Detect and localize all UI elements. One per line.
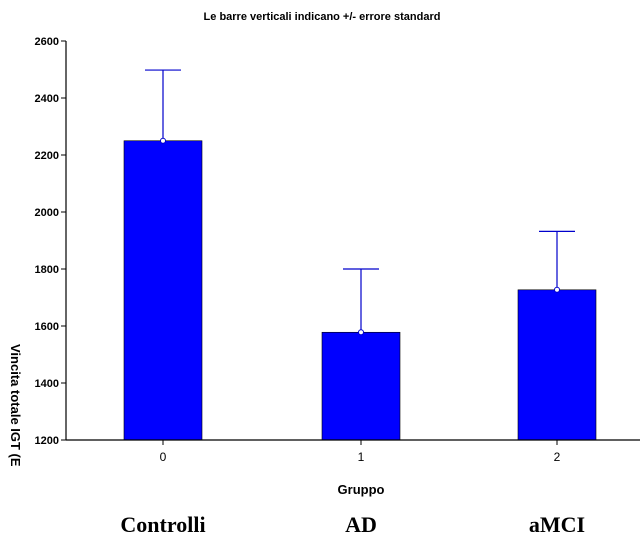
group-label: AD (345, 512, 377, 536)
mean-marker (358, 329, 364, 336)
group-labels: Controlli AD aMCI (120, 512, 585, 536)
group-label: aMCI (529, 512, 585, 536)
x-axis-label: Gruppo (338, 482, 385, 497)
x-axis-ticks: 0 1 2 (160, 440, 561, 464)
bar (321, 331, 401, 441)
error-bars (145, 69, 575, 336)
y-tick-label: 1600 (35, 321, 59, 333)
mean-marker (554, 286, 560, 293)
y-axis-ticks: 1200 1400 1600 1800 2000 2200 2400 2600 (35, 36, 66, 447)
x-tick-label: 2 (554, 450, 561, 464)
mean-marker (160, 137, 166, 144)
x-tick-label: 0 (160, 450, 167, 464)
y-tick-label: 1800 (35, 264, 59, 276)
y-tick-label: 2600 (35, 36, 59, 48)
bar (123, 140, 203, 441)
y-tick-label: 1400 (35, 378, 59, 390)
y-tick-label: 2200 (35, 150, 59, 162)
group-label: Controlli (120, 512, 205, 536)
y-tick-label: 2000 (35, 207, 59, 219)
y-axis-label: Vincita totale IGT (E (8, 344, 23, 467)
bar (517, 289, 597, 441)
y-tick-label: 2400 (35, 93, 59, 105)
y-tick-label: 1200 (35, 435, 59, 447)
chart-title: Le barre verticali indicano +/- errore s… (204, 11, 441, 23)
bars (123, 140, 597, 441)
x-tick-label: 1 (358, 450, 365, 464)
